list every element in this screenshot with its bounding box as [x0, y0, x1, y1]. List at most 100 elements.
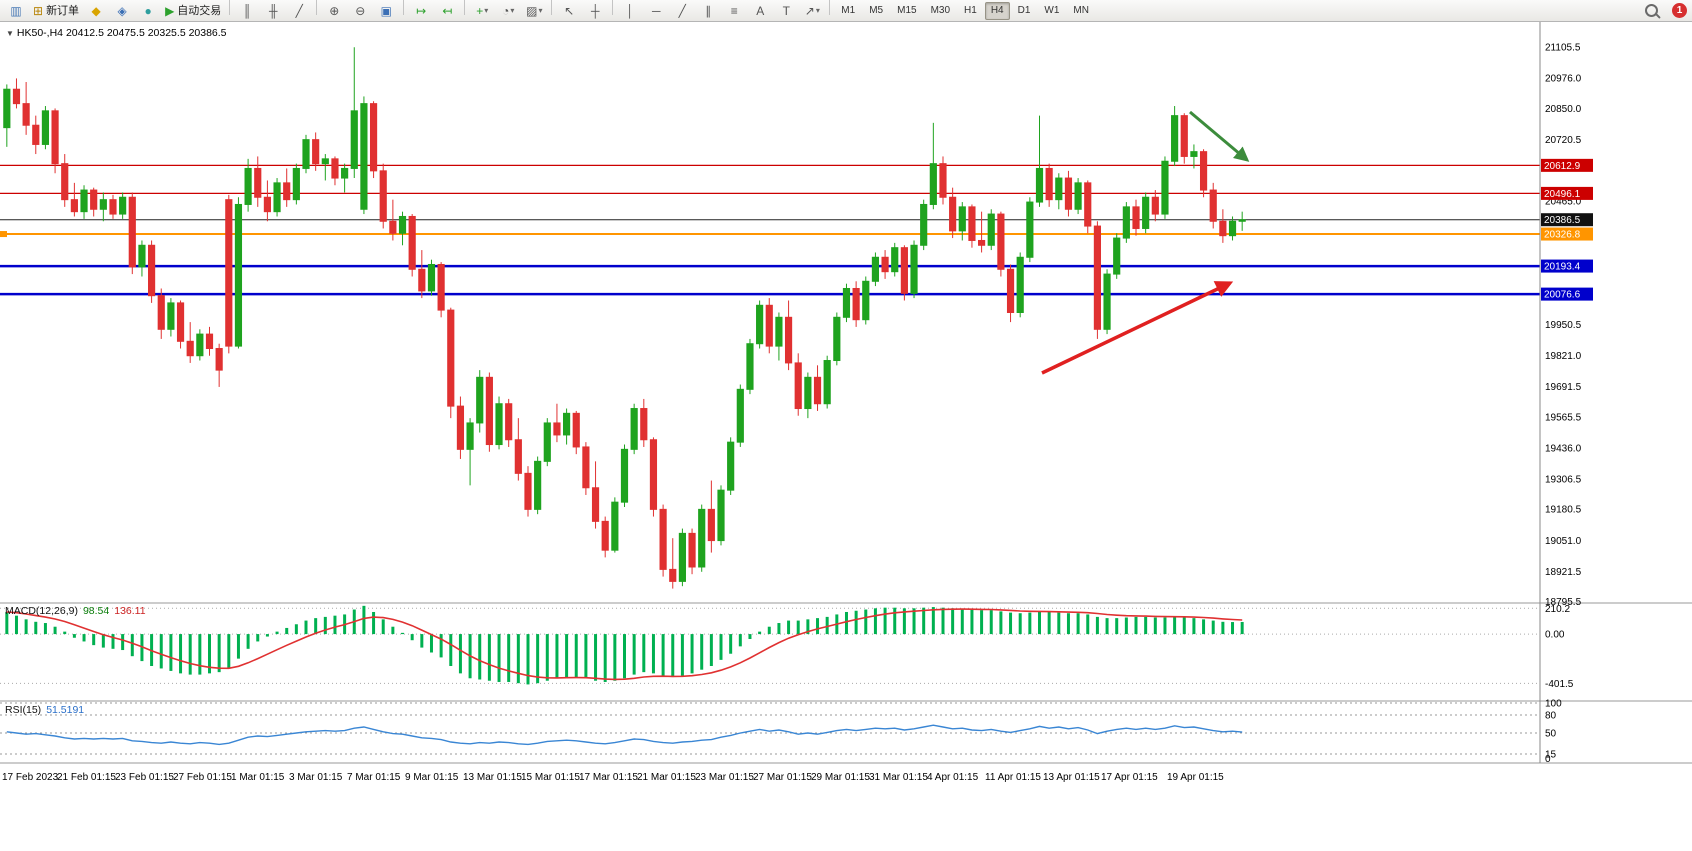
- timeframe-button-m5[interactable]: M5: [869, 5, 884, 16]
- svg-text:21105.5: 21105.5: [1545, 43, 1581, 54]
- svg-text:21 Mar 01:15: 21 Mar 01:15: [637, 772, 696, 783]
- svg-text:19180.5: 19180.5: [1545, 505, 1582, 516]
- vertical-line-button[interactable]: │: [618, 1, 642, 21]
- cursor-button[interactable]: ↖: [557, 1, 581, 21]
- svg-text:19306.5: 19306.5: [1545, 474, 1582, 485]
- search-button[interactable]: [1639, 1, 1663, 21]
- indicators-button[interactable]: + ▾: [470, 1, 494, 21]
- svg-text:19 Apr 01:15: 19 Apr 01:15: [1167, 772, 1224, 783]
- text-icon: A: [756, 4, 765, 18]
- chart-header: ▼ HK50-,H4 20412.5 20475.5 20325.5 20386.…: [6, 27, 227, 39]
- chevron-down-icon: ▾: [510, 6, 515, 15]
- periods-icon: ◔: [502, 4, 510, 18]
- toolbar-button-groups: ▥ ⊞ 新订单 ◆ ◈ ● ▶ 自动交易 ║ ╫ ╱ ⊕ ⊖ ▣ ↦ ↤ + ▾ ◔ ▾ ▨ ▾ ↖ ┼ │ ─ ╱ ∥ ≡ A T ↗ ▾: [3, 0, 834, 21]
- price-line-badges: 20612.9 20496.1 20386.5 20326.8 20193.4 20076…: [1541, 158, 1593, 301]
- timeframe-button-d1[interactable]: D1: [1017, 5, 1031, 16]
- vertical-line-icon: │: [626, 4, 635, 18]
- toolbar-right-group: 1: [1638, 1, 1689, 21]
- svg-text:80: 80: [1545, 711, 1557, 722]
- svg-text:0: 0: [1545, 754, 1551, 765]
- svg-text:19821.0: 19821.0: [1545, 351, 1582, 362]
- toolbar-separator: [464, 0, 466, 15]
- new-chart-button[interactable]: ▥: [4, 1, 28, 21]
- horizontal-line-button[interactable]: ─: [644, 1, 668, 21]
- auto-scroll-button[interactable]: ↦: [409, 1, 433, 21]
- timeframe-button-m30[interactable]: M30: [930, 5, 951, 16]
- navigator-button[interactable]: ●: [136, 1, 160, 21]
- green-arrow[interactable]: [1189, 110, 1250, 162]
- templates-button[interactable]: ▨ ▾: [522, 1, 546, 21]
- svg-text:20386.5: 20386.5: [1544, 215, 1581, 226]
- red-arrow[interactable]: [1041, 281, 1234, 375]
- timeframe-button-w1[interactable]: W1: [1044, 5, 1060, 16]
- crosshair-button[interactable]: ┼: [583, 1, 607, 21]
- fibonacci-button[interactable]: ≡: [722, 1, 746, 21]
- new-order-button[interactable]: ⊞ 新订单: [30, 1, 82, 21]
- line-chart-button[interactable]: ╱: [287, 1, 311, 21]
- svg-text:20465.0: 20465.0: [1545, 196, 1582, 207]
- svg-text:-401.5: -401.5: [1545, 679, 1574, 690]
- svg-text:4 Apr 01:15: 4 Apr 01:15: [927, 772, 979, 783]
- trendline-button[interactable]: ╱: [670, 1, 694, 21]
- text-label-button[interactable]: T: [774, 1, 798, 21]
- zoom-out-button[interactable]: ⊖: [348, 1, 372, 21]
- svg-text:15: 15: [1545, 750, 1557, 761]
- timeframe-button-m15[interactable]: M15: [897, 5, 917, 16]
- toolbar-separator: [551, 0, 553, 15]
- timeframe-button-h1[interactable]: H1: [964, 5, 977, 16]
- chevron-down-icon: ▾: [484, 6, 489, 15]
- svg-text:20720.5: 20720.5: [1545, 135, 1582, 146]
- data-window-button[interactable]: ◈: [110, 1, 134, 21]
- svg-text:31 Mar 01:15: 31 Mar 01:15: [869, 772, 928, 783]
- macd-name: MACD(12,26,9): [5, 605, 78, 617]
- macd-series: [5, 605, 1244, 685]
- candlestick-chart-button[interactable]: ╫: [261, 1, 285, 21]
- zoom-in-button[interactable]: ⊕: [322, 1, 346, 21]
- channel-button[interactable]: ∥: [696, 1, 720, 21]
- macd-value: 98.54: [82, 605, 110, 617]
- svg-text:19950.5: 19950.5: [1545, 320, 1582, 331]
- chart-shift-button[interactable]: ↤: [435, 1, 459, 21]
- fibonacci-icon: ≡: [730, 4, 738, 18]
- timeframe-button-mn[interactable]: MN: [1073, 5, 1089, 16]
- svg-text:23 Mar 01:15: 23 Mar 01:15: [695, 772, 754, 783]
- chevron-down-icon: ▾: [815, 6, 820, 15]
- toolbar-separator: [829, 0, 831, 15]
- svg-text:19436.0: 19436.0: [1545, 443, 1582, 454]
- svg-text:17 Mar 01:15: 17 Mar 01:15: [579, 772, 638, 783]
- arrow-tools-button[interactable]: ↗ ▾: [800, 1, 824, 21]
- tile-windows-button[interactable]: ▣: [374, 1, 398, 21]
- channel-icon: ∥: [705, 4, 712, 18]
- svg-text:210.2: 210.2: [1545, 604, 1570, 615]
- timeframe-button-h4[interactable]: H4: [984, 1, 1010, 20]
- periods-button[interactable]: ◔ ▾: [496, 1, 520, 21]
- svg-text:29 Mar 01:15: 29 Mar 01:15: [811, 772, 870, 783]
- one-click-trading-toggle-icon[interactable]: ▼: [6, 29, 14, 38]
- notification-badge[interactable]: 1: [1672, 3, 1687, 18]
- autotrading-button[interactable]: ▶ 自动交易: [162, 1, 224, 21]
- svg-text:15 Mar 01:15: 15 Mar 01:15: [521, 772, 580, 783]
- svg-text:23 Feb 01:15: 23 Feb 01:15: [115, 772, 174, 783]
- svg-text:13 Mar 01:15: 13 Mar 01:15: [463, 772, 522, 783]
- zoom-out-icon: ⊖: [355, 4, 366, 18]
- text-label-icon: T: [782, 4, 790, 18]
- svg-text:20076.6: 20076.6: [1544, 290, 1581, 301]
- chart-ohlc-values: 20412.5 20475.5 20325.5 20386.5: [65, 27, 227, 39]
- search-icon: [1644, 4, 1658, 17]
- svg-text:17 Apr 01:15: 17 Apr 01:15: [1101, 772, 1158, 783]
- rsi-grid: [0, 702, 1540, 755]
- price-axis[interactable]: [1540, 22, 1692, 763]
- svg-text:20612.9: 20612.9: [1544, 161, 1581, 172]
- time-axis[interactable]: [0, 765, 1540, 789]
- text-button[interactable]: A: [748, 1, 772, 21]
- market-watch-button[interactable]: ◆: [84, 1, 108, 21]
- navigator-icon: ●: [144, 4, 152, 18]
- svg-text:11 Apr 01:15: 11 Apr 01:15: [985, 772, 1041, 783]
- toolbar-separator: [229, 0, 231, 15]
- timeframe-button-m1[interactable]: M1: [841, 5, 856, 16]
- new-order-icon: ⊞: [33, 4, 44, 18]
- bar-chart-button[interactable]: ║: [235, 1, 259, 21]
- chevron-down-icon: ▾: [538, 6, 543, 15]
- market-watch-icon: ◆: [91, 4, 101, 18]
